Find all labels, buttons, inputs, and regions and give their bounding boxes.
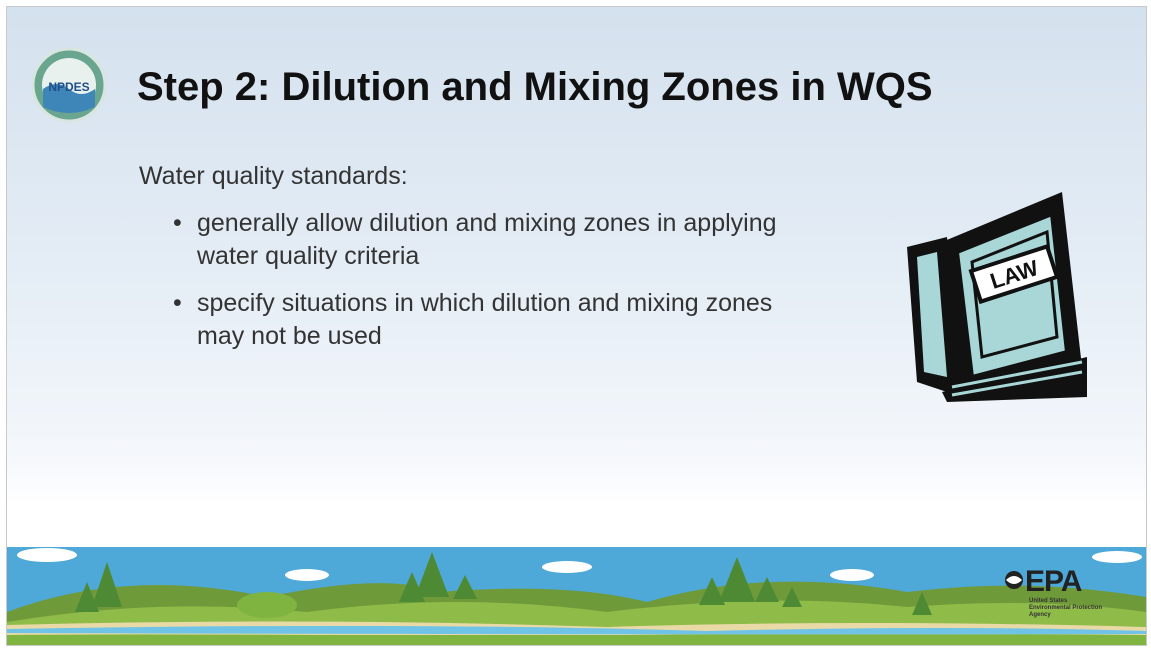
- logo-text: NPDES: [48, 80, 89, 94]
- slide-title: Step 2: Dilution and Mixing Zones in WQS: [137, 65, 933, 110]
- agency-line: Agency: [1029, 612, 1051, 618]
- bullet-list: generally allow dilution and mixing zone…: [167, 207, 807, 367]
- law-book-icon: LAW: [907, 192, 1087, 402]
- intro-text: Water quality standards:: [139, 162, 408, 191]
- bullet: specify situations in which dilution and…: [167, 287, 797, 353]
- slide: NPDES LAW: [6, 6, 1147, 646]
- agency-line: Environmental Protection: [1029, 605, 1102, 611]
- agency-line: United States: [1029, 598, 1068, 604]
- bullet: generally allow dilution and mixing zone…: [167, 207, 797, 273]
- npdes-logo: NPDES: [33, 49, 105, 121]
- epa-mark: EPA: [1025, 565, 1082, 598]
- landscape: [7, 547, 1146, 645]
